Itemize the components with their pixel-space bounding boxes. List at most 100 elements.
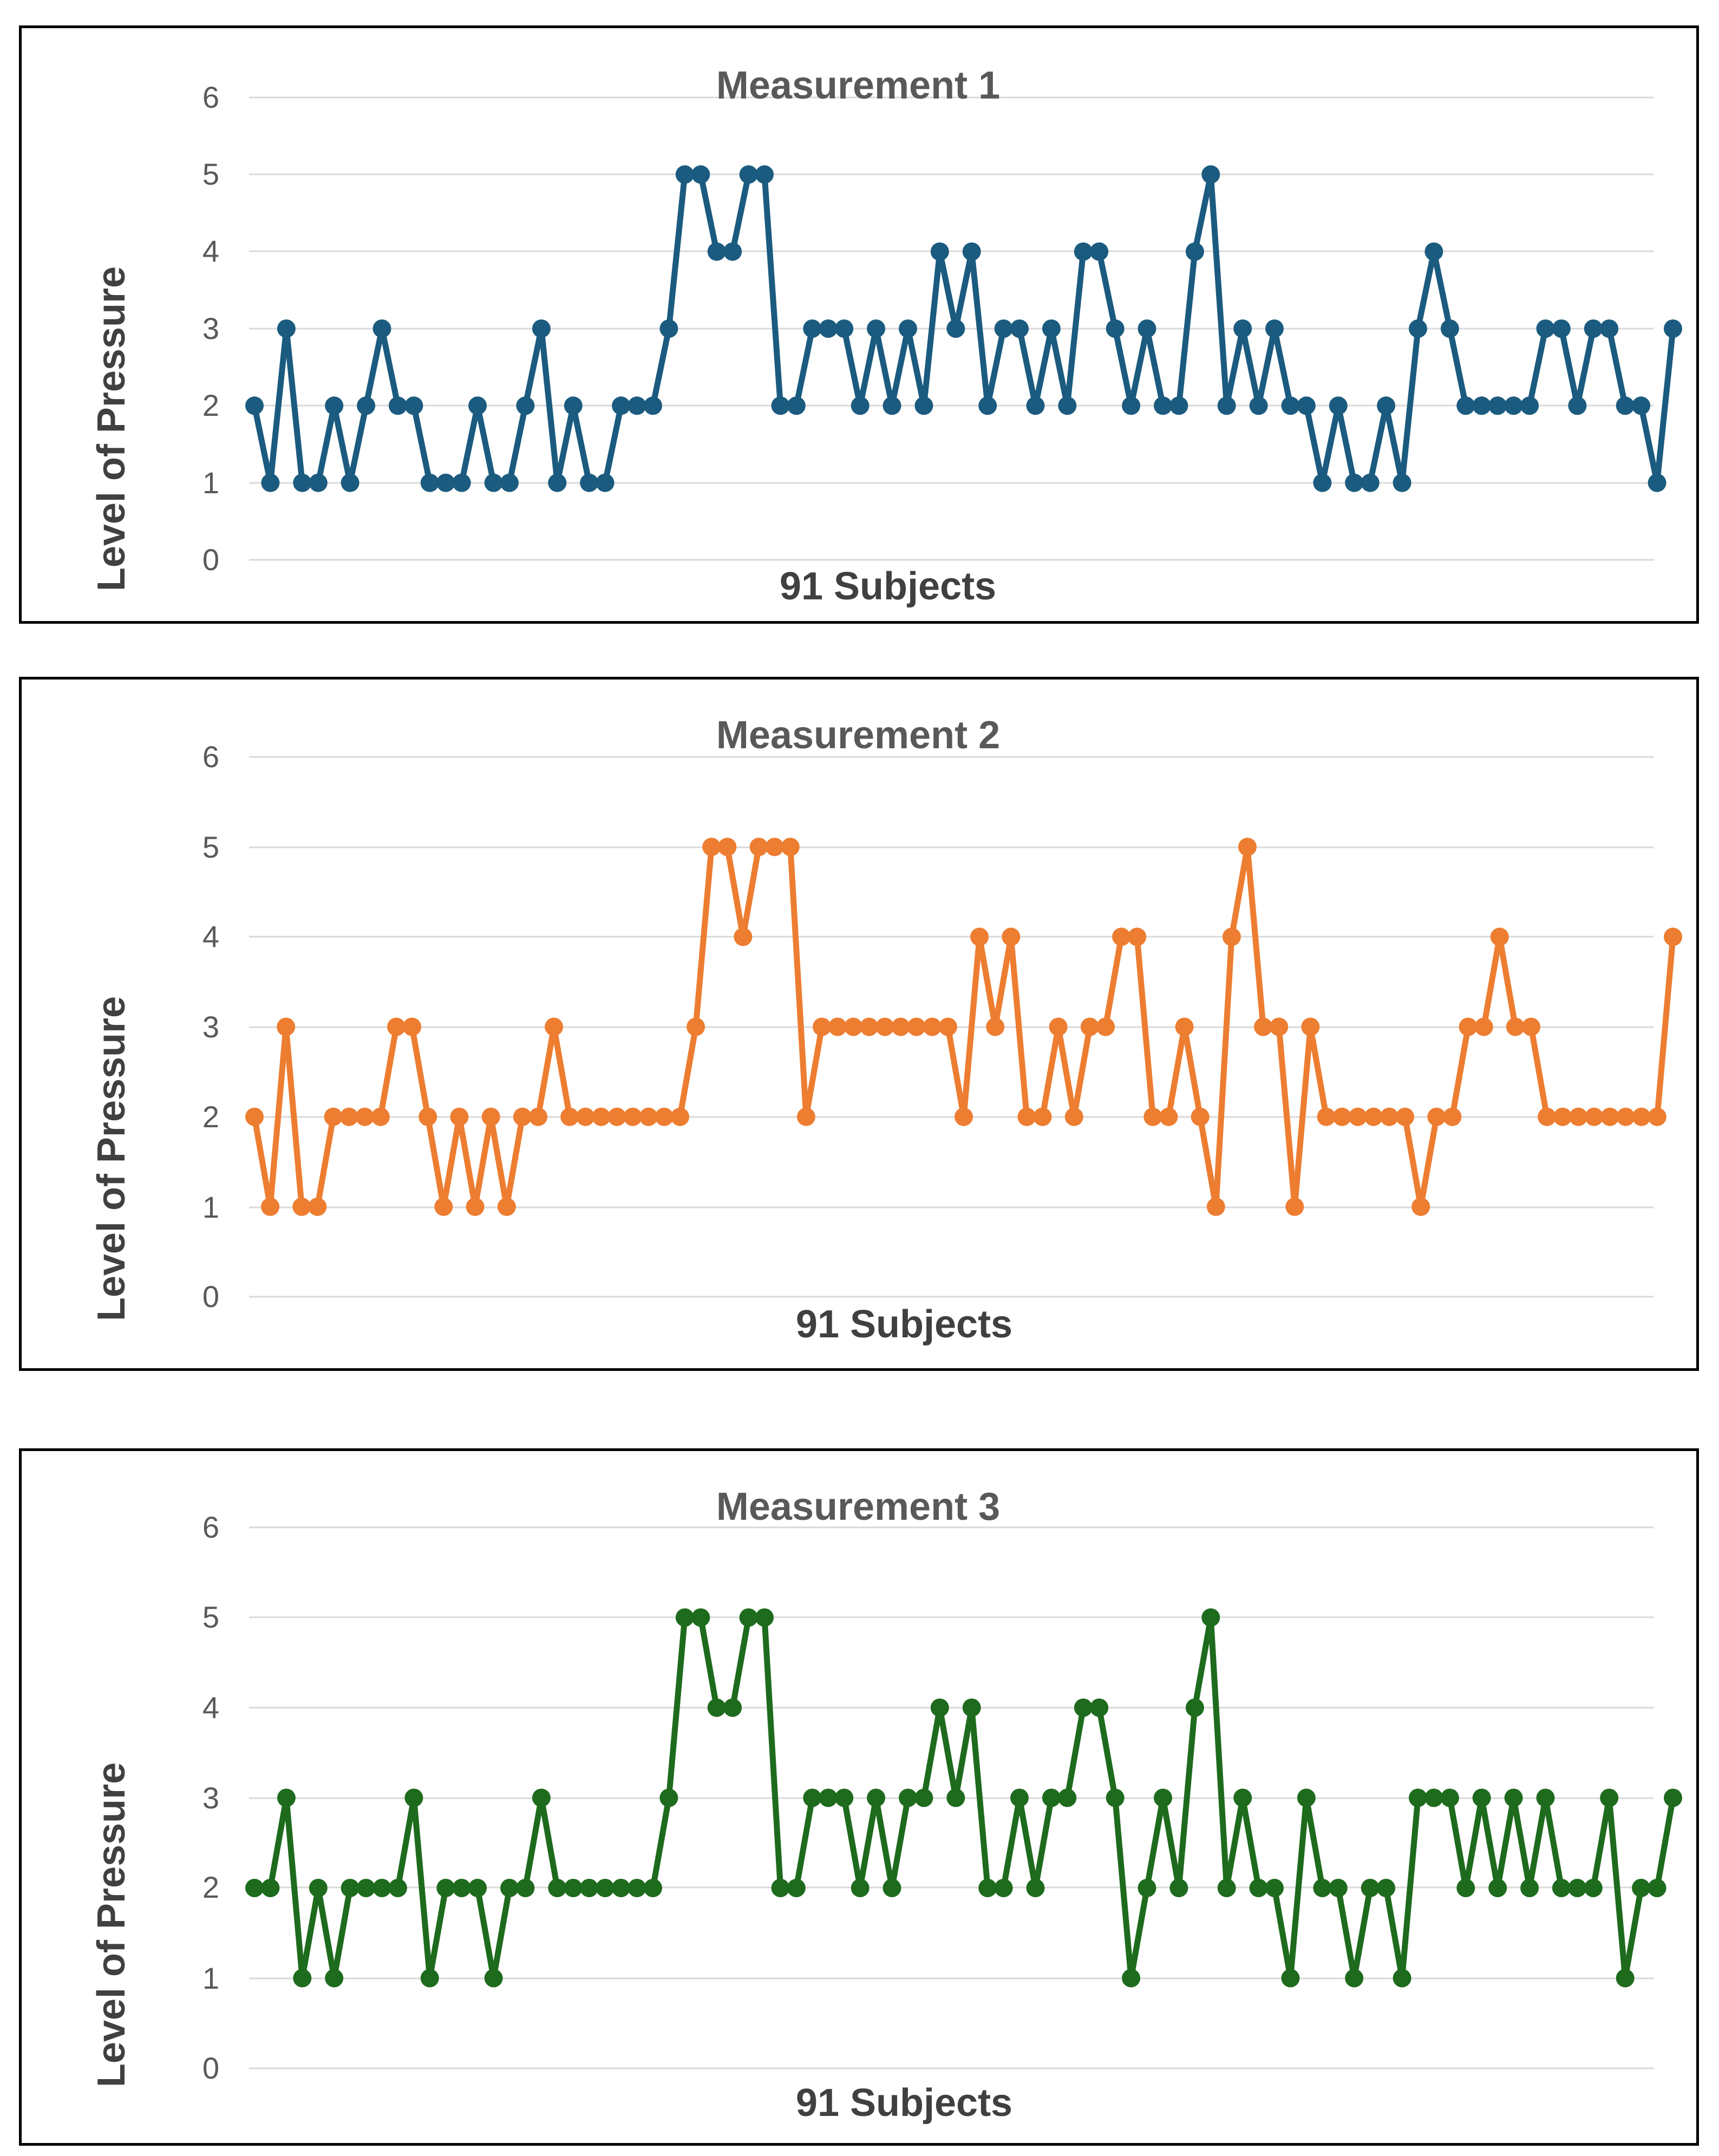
data-point (466, 1197, 485, 1216)
line-chart-measurement-2: 0 1 2 3 4 5 6 Measurement 2 91 Subjects Level of … (90, 714, 1682, 1346)
data-point (1616, 1107, 1635, 1126)
data-point (1233, 1788, 1252, 1807)
data-point (357, 396, 376, 415)
data-point (1238, 838, 1257, 857)
data-point (787, 1879, 806, 1897)
data-point (1504, 396, 1523, 415)
data-point (1143, 1107, 1162, 1126)
data-point (1632, 1879, 1651, 1897)
data-point (1364, 1107, 1383, 1126)
data-point (1201, 165, 1220, 184)
data-point (675, 1608, 694, 1627)
data-point (325, 1969, 344, 1988)
data-point (309, 473, 328, 492)
data-point (687, 1017, 705, 1036)
data-point (1474, 1017, 1493, 1036)
data-point (1175, 1017, 1194, 1036)
chart-panel-measurement-1: 0 1 2 3 4 5 6 Measurement 1 91 Subjects Level of … (19, 25, 1699, 624)
data-point (309, 1879, 328, 1897)
data-point (1154, 396, 1172, 415)
data-point (1600, 1788, 1619, 1807)
data-point (1440, 319, 1459, 338)
data-point (707, 1698, 726, 1717)
data-point (1285, 1197, 1304, 1216)
data-point (1393, 1969, 1411, 1988)
data-point (516, 396, 535, 415)
data-point (596, 473, 615, 492)
data-point (592, 1107, 611, 1126)
data-point (1536, 319, 1555, 338)
data-point (371, 1107, 390, 1126)
data-point (1217, 396, 1236, 415)
data-point (1112, 927, 1131, 946)
data-point (497, 1197, 516, 1216)
data-point (1058, 396, 1077, 415)
y-axis-label: Level of Pressure (90, 266, 133, 591)
data-point (277, 319, 296, 338)
data-point (560, 1107, 579, 1126)
data-point (1361, 473, 1380, 492)
data-point (596, 1879, 615, 1897)
data-point (1122, 396, 1141, 415)
data-point (883, 1879, 901, 1897)
data-point (513, 1107, 532, 1126)
y-tick-label: 4 (202, 234, 219, 268)
data-point (1553, 1107, 1572, 1126)
data-point (899, 319, 917, 338)
data-point (403, 1017, 422, 1036)
data-point (420, 473, 439, 492)
data-point (1201, 1608, 1220, 1627)
data-point (1456, 1879, 1475, 1897)
data-point (419, 1107, 437, 1126)
y-axis-label: Level of Pressure (90, 996, 133, 1321)
x-axis-label: 91 Subjects (796, 2081, 1012, 2125)
data-point (644, 396, 662, 415)
data-point (1536, 1788, 1555, 1807)
data-point (1080, 1017, 1099, 1036)
data-point (545, 1017, 564, 1036)
data-point (1033, 1107, 1052, 1126)
data-point (1664, 927, 1682, 946)
data-point (883, 396, 901, 415)
data-point (277, 1788, 296, 1807)
data-point (261, 1879, 280, 1897)
data-point (576, 1107, 595, 1126)
data-point (962, 242, 981, 261)
data-point (1377, 396, 1396, 415)
data-point (1632, 396, 1651, 415)
data-point (1064, 1107, 1083, 1126)
data-point (1440, 1788, 1459, 1807)
data-point (388, 396, 407, 415)
data-point (946, 319, 965, 338)
data-point (1616, 396, 1635, 415)
data-point (671, 1107, 689, 1126)
y-tick-label: 4 (202, 1690, 219, 1724)
y-tick-label: 4 (202, 919, 219, 953)
data-point (628, 396, 646, 415)
data-point (644, 1879, 662, 1897)
data-point (723, 242, 742, 261)
data-point (978, 396, 997, 415)
data-point (500, 1879, 519, 1897)
data-point (1222, 927, 1241, 946)
data-point (970, 927, 989, 946)
data-point (1090, 1698, 1109, 1717)
data-point (1270, 1017, 1289, 1036)
data-point (484, 473, 503, 492)
data-point (739, 165, 758, 184)
x-axis-label: 91 Subjects (780, 565, 996, 608)
data-point (1459, 1017, 1478, 1036)
data-point (1443, 1107, 1462, 1126)
data-point (1568, 396, 1587, 415)
data-point (1600, 319, 1619, 338)
y-tick-label: 3 (202, 311, 219, 345)
chart-title: Measurement 3 (716, 1485, 1000, 1528)
data-point (1348, 1107, 1367, 1126)
data-point (962, 1698, 981, 1717)
data-point (860, 1017, 879, 1036)
data-point (1648, 1107, 1666, 1126)
data-point (755, 165, 774, 184)
y-tick-label: 5 (202, 1600, 219, 1634)
data-point (1538, 1107, 1557, 1126)
data-point (891, 1017, 910, 1036)
